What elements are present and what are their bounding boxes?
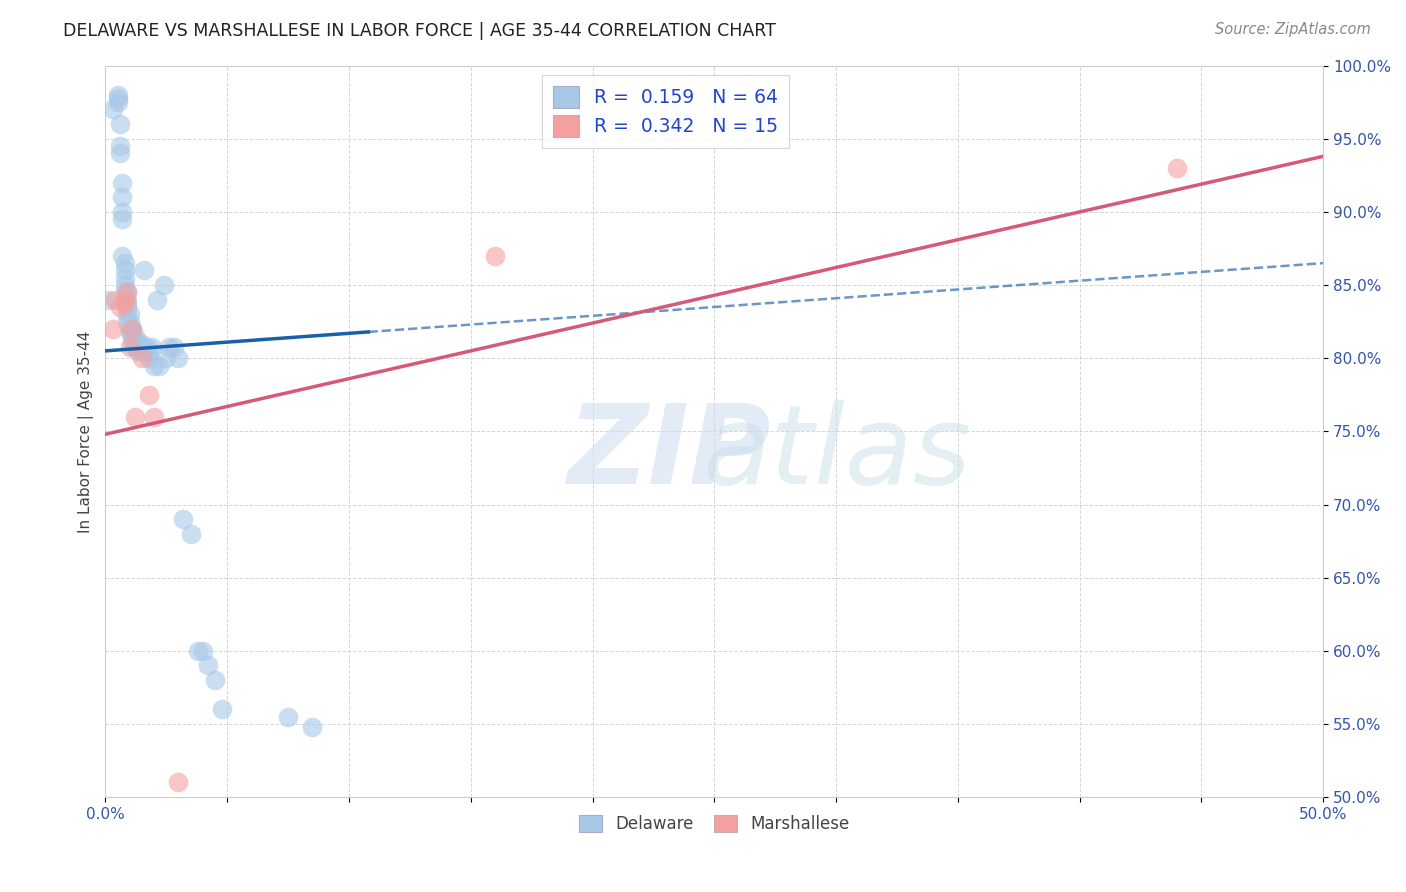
Point (114, 295, 136, 310)
Point (107, 87, 129, 102)
Text: ZIP: ZIP (568, 400, 772, 507)
Point (148, 359, 170, 373)
Point (118, 322, 141, 336)
Point (101, 322, 124, 336)
Point (114, 285, 136, 300)
Point (111, 212, 134, 227)
Point (141, 339, 163, 353)
Point (131, 351, 153, 366)
Point (143, 359, 166, 373)
Point (131, 343, 153, 358)
Point (114, 263, 136, 277)
Point (155, 351, 177, 366)
Point (107, 91, 129, 105)
Point (114, 256, 136, 270)
Point (114, 270, 136, 285)
Text: atlas: atlas (702, 400, 970, 507)
Point (197, 658, 219, 673)
Point (277, 709, 299, 723)
Point (111, 190, 134, 204)
Point (111, 176, 134, 190)
Point (118, 339, 141, 353)
Point (125, 343, 148, 358)
Point (117, 307, 139, 321)
Point (134, 263, 156, 277)
Point (180, 526, 202, 541)
Point (117, 293, 139, 307)
Point (117, 295, 139, 310)
Point (97, 293, 120, 307)
Point (191, 644, 214, 658)
Point (211, 702, 233, 716)
Point (108, 117, 131, 131)
Point (124, 329, 146, 343)
Point (172, 512, 194, 526)
Point (121, 322, 143, 336)
Point (301, 720, 323, 734)
Point (117, 285, 139, 300)
Text: DELAWARE VS MARSHALLESE IN LABOR FORCE | AGE 35-44 CORRELATION CHART: DELAWARE VS MARSHALLESE IN LABOR FORCE |… (63, 22, 776, 40)
Text: Source: ZipAtlas.com: Source: ZipAtlas.com (1215, 22, 1371, 37)
Point (187, 644, 209, 658)
Point (1166, 161, 1188, 175)
Point (153, 278, 176, 293)
Point (128, 339, 150, 353)
Point (108, 146, 131, 161)
Legend: Delaware, Marshallese: Delaware, Marshallese (572, 808, 856, 840)
Point (104, 293, 127, 307)
Point (125, 334, 148, 348)
Point (107, 95, 129, 110)
Point (204, 673, 226, 687)
Point (167, 775, 190, 789)
Point (138, 351, 160, 366)
Point (111, 205, 134, 219)
Point (121, 325, 143, 339)
Point (125, 339, 148, 353)
Point (124, 336, 146, 351)
Point (118, 307, 141, 321)
Point (145, 293, 167, 307)
Y-axis label: In Labor Force | Age 35-44: In Labor Force | Age 35-44 (79, 330, 94, 533)
Point (143, 409, 166, 424)
Point (121, 322, 143, 336)
Point (101, 103, 124, 117)
Point (124, 339, 146, 353)
Point (108, 139, 131, 153)
Point (124, 409, 146, 424)
Point (121, 329, 143, 343)
Point (484, 249, 506, 263)
Point (138, 388, 160, 402)
Point (131, 336, 153, 351)
Point (108, 300, 131, 314)
Point (162, 339, 184, 353)
Point (117, 300, 139, 314)
Point (121, 334, 143, 348)
Point (111, 249, 134, 263)
Point (157, 339, 180, 353)
Point (167, 351, 190, 366)
Point (138, 343, 160, 358)
Point (117, 285, 139, 300)
Point (117, 315, 139, 329)
Point (135, 339, 157, 353)
Point (228, 805, 250, 819)
Point (114, 293, 136, 307)
Point (118, 315, 141, 329)
Point (114, 278, 136, 293)
Point (118, 325, 141, 339)
